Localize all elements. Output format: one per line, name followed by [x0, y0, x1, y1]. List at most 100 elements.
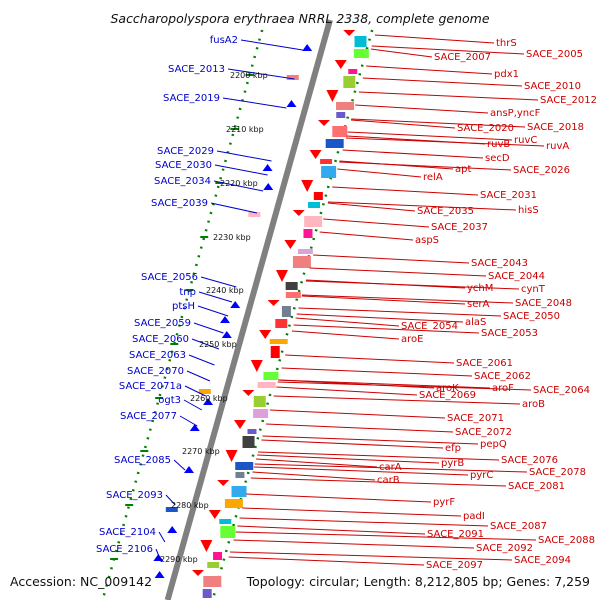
gene-arrow — [217, 480, 230, 486]
leader-sace-2085 — [173, 459, 186, 471]
gene-arrow — [284, 240, 297, 249]
kbp-tick-label: 2210 kbp — [226, 125, 264, 134]
leader-sace-2072 — [265, 423, 454, 433]
label-asps: aspS — [415, 235, 439, 246]
gene-block — [165, 507, 178, 512]
label-apt: apt — [455, 164, 471, 175]
gene-arrow — [220, 316, 230, 323]
leader-cynt — [305, 280, 520, 290]
leader-sace-2071 — [269, 409, 446, 419]
leader-sace-2053 — [293, 324, 480, 334]
gene-block — [242, 436, 255, 448]
label-sace-2062: SACE_2062 — [474, 371, 531, 382]
gene-block — [303, 229, 313, 238]
label-rela: relA — [423, 172, 443, 183]
gene-block — [253, 396, 266, 407]
label-sace-2072: SACE_2072 — [455, 427, 512, 438]
leader-sace-2061 — [285, 354, 455, 364]
label-sace-2076: SACE_2076 — [501, 455, 558, 466]
gene-arrow — [154, 571, 165, 578]
leader-sace-2054 — [295, 317, 400, 327]
leader-sace-2076 — [258, 451, 500, 461]
kbp-tick-label: 2260 kbp — [190, 394, 228, 403]
label-pyrc: pyrC — [470, 470, 493, 481]
label-sace-2063: SACE_2063 — [129, 350, 186, 361]
leader-sace-2063 — [188, 354, 215, 366]
label-sace-2088: SACE_2088 — [538, 535, 595, 546]
gene-arrow — [267, 300, 280, 306]
label-arob: aroB — [522, 399, 545, 410]
leader-hiss — [328, 201, 517, 211]
gene-arrow — [184, 466, 194, 473]
gene-block — [247, 429, 257, 434]
gene-block — [275, 319, 288, 328]
label-sace-2035: SACE_2035 — [417, 206, 474, 217]
label-sace-2034: SACE_2034 — [154, 176, 211, 187]
leader-arob — [273, 395, 521, 405]
gene-block — [219, 519, 232, 524]
label-sace-2064: SACE_2064 — [533, 385, 590, 396]
leader-sera — [301, 295, 466, 305]
label-sera: serA — [467, 299, 489, 310]
leader-carb — [252, 471, 376, 481]
gene-block — [321, 166, 337, 178]
label-cara: carA — [379, 462, 402, 473]
leader-sace-2018 — [351, 118, 526, 128]
label-pdx1: pdx1 — [494, 69, 519, 80]
label-sace-2013: SACE_2013 — [168, 64, 225, 75]
gene-arrow — [192, 570, 204, 576]
leader-fusa2 — [240, 39, 303, 51]
leader-sace-2029 — [216, 150, 272, 162]
leader-sace-2034 — [213, 180, 264, 192]
label-ychm: ychM — [467, 283, 493, 294]
leader-sace-2094 — [230, 551, 513, 561]
gene-arrow — [250, 360, 263, 372]
right-dotted-guide — [211, 29, 374, 600]
gene-block — [343, 76, 356, 88]
label-sace-2054: SACE_2054 — [401, 321, 458, 332]
gene-block — [235, 462, 254, 470]
gene-arrow — [276, 270, 288, 282]
gene-block — [308, 202, 321, 208]
leader-sace-2091 — [237, 525, 426, 535]
leader-sace-2092 — [233, 539, 475, 549]
label-arof: aroF — [492, 383, 514, 394]
leader-sace-2030 — [214, 164, 268, 176]
label-sace-2087: SACE_2087 — [490, 521, 547, 532]
genome-summary-text: Topology: circular; Length: 8,212,805 bp… — [246, 574, 590, 589]
label-alas: alaS — [465, 317, 486, 328]
leader-sace-2007 — [370, 48, 433, 58]
label-thrs: thrS — [496, 38, 517, 49]
accession-text: Accession: NC_009142 — [10, 574, 152, 589]
gene-arrow — [242, 390, 255, 396]
label-pyrf: pyrF — [433, 497, 455, 508]
gene-block — [269, 339, 288, 344]
gene-block — [263, 372, 279, 380]
label-padi: padI — [463, 511, 485, 522]
gene-block — [213, 552, 223, 560]
gene-block — [336, 112, 346, 118]
gene-block — [292, 256, 311, 268]
gene-arrow — [301, 180, 314, 192]
leader-sace-2035 — [327, 202, 416, 212]
gene-arrow — [221, 331, 232, 338]
gene-block — [202, 589, 212, 598]
label-sace-2037: SACE_2037 — [431, 222, 488, 233]
kbp-tick-label: 2240 kbp — [206, 286, 244, 295]
leader-sace-2031 — [332, 186, 479, 196]
leader-ruvb — [346, 135, 486, 145]
label-sace-2077: SACE_2077 — [120, 411, 177, 422]
leader-sace-2060 — [191, 338, 220, 350]
label-sace-2019: SACE_2019 — [163, 93, 220, 104]
leader-asps — [319, 231, 414, 241]
gene-arrow — [230, 301, 241, 308]
leader-sace-2088 — [235, 531, 537, 541]
label-sace-2007: SACE_2007 — [434, 52, 491, 63]
gene-arrow — [208, 510, 221, 519]
label-ansp-yncf: ansP,yncF — [490, 108, 541, 119]
leader-sace-2081 — [250, 477, 507, 487]
gene-arrow — [302, 44, 313, 51]
gene-arrow — [189, 424, 200, 431]
leader-sace-2059 — [193, 322, 224, 334]
